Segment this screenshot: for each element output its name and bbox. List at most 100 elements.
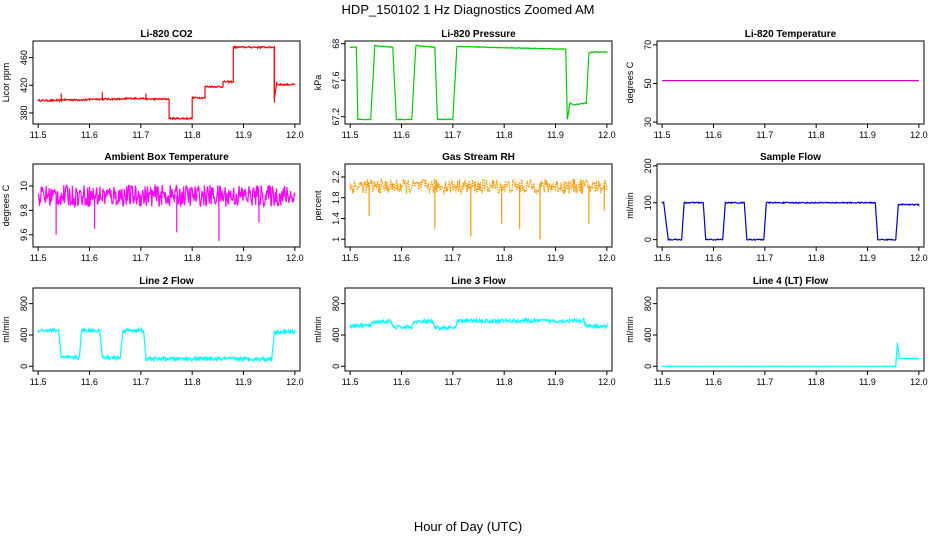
y-tick-label: 400 <box>643 327 653 342</box>
y-tick-label: 67.6 <box>331 71 341 89</box>
y-tick-label: 400 <box>19 327 29 342</box>
panel-title: Line 2 Flow <box>139 276 194 287</box>
y-tick-label: 100 <box>643 195 653 210</box>
x-tick-label: 11.7 <box>132 253 149 263</box>
y-tick-label: 380 <box>19 105 29 120</box>
plot-frame <box>32 40 301 125</box>
x-tick-label: 11.8 <box>496 377 513 387</box>
y-tick-label: 0 <box>643 364 653 369</box>
panel-3: Li-820 Temperature 11.5 11.6 11.7 11.8 11.9 12… <box>625 29 928 140</box>
series-line-1 <box>661 200 920 242</box>
y-axis-label: ml/min <box>1 316 11 343</box>
panel-title: Line 4 (LT) Flow <box>753 276 829 287</box>
x-tick-label: 11.8 <box>496 130 513 140</box>
panel-1: Li-820 CO2 11.5 11.6 11.7 11.8 11.9 12.0 380 420… <box>1 29 304 140</box>
y-axis-label: ml/min <box>625 316 635 343</box>
x-axis-label: Hour of Day (UTC) <box>414 519 522 534</box>
x-tick-label: 11.5 <box>30 377 47 387</box>
x-tick-label: 12.0 <box>910 377 928 387</box>
y-tick-label: 9.8 <box>19 204 29 217</box>
y-tick-label: 1.8 <box>331 191 341 204</box>
x-tick-label: 11.8 <box>184 253 201 263</box>
x-tick-label: 11.8 <box>496 253 513 263</box>
x-tick-label: 11.6 <box>393 130 410 140</box>
x-tick-label: 11.9 <box>859 253 876 263</box>
y-tick-label: 800 <box>643 296 653 311</box>
x-tick-label: 11.5 <box>654 253 671 263</box>
panel-title: Ambient Box Temperature <box>104 152 229 163</box>
series-line-1 <box>37 184 296 209</box>
y-tick-label: 9.6 <box>19 229 29 242</box>
x-tick-label: 12.0 <box>286 130 304 140</box>
x-tick-label: 11.9 <box>859 377 876 387</box>
series-line-1 <box>349 316 608 332</box>
panel-9: Line 4 (LT) Flow 11.5 11.6 11.7 11.8 11.9 12.0… <box>625 276 928 387</box>
y-axis-label: degrees C <box>1 184 11 226</box>
figure-title: HDP_150102 1 Hz Diagnostics Zoomed AM <box>342 2 595 17</box>
panel-title: Li-820 Temperature <box>745 29 837 40</box>
y-tick-label: 50 <box>643 78 653 88</box>
y-axis-label: Licor ppm <box>1 63 11 103</box>
x-tick-label: 11.6 <box>705 130 722 140</box>
x-tick-label: 11.6 <box>393 377 410 387</box>
x-tick-label: 11.5 <box>654 377 671 387</box>
x-tick-label: 12.0 <box>598 253 616 263</box>
x-tick-label: 12.0 <box>910 253 928 263</box>
y-tick-label: 67.2 <box>331 108 341 126</box>
panel-title: Li-820 Pressure <box>441 29 516 40</box>
panel-title: Gas Stream RH <box>442 152 515 163</box>
y-tick-label: 420 <box>19 78 29 93</box>
x-tick-label: 11.7 <box>756 130 773 140</box>
y-tick-label: 1.4 <box>331 212 341 225</box>
x-tick-label: 12.0 <box>910 130 928 140</box>
plot-frame <box>656 287 925 372</box>
x-tick-label: 11.5 <box>342 130 359 140</box>
plot-frame <box>32 163 301 248</box>
y-axis-label: degrees C <box>625 61 635 103</box>
y-axis-label: percent <box>313 190 323 221</box>
x-tick-label: 12.0 <box>598 377 616 387</box>
x-tick-label: 11.6 <box>393 253 410 263</box>
y-tick-label: 460 <box>19 50 29 65</box>
series-line-1 <box>349 178 608 196</box>
panel-4: Ambient Box Temperature 11.5 11.6 11.7 11.8 1… <box>1 152 304 263</box>
plot-frame <box>344 163 613 248</box>
panel-2: Li-820 Pressure 11.5 11.6 11.7 11.8 11.9 12.0 6… <box>313 29 616 140</box>
y-tick-label: 800 <box>331 296 341 311</box>
y-tick-label: 0 <box>19 364 29 369</box>
x-tick-label: 11.7 <box>756 377 773 387</box>
x-tick-label: 11.9 <box>547 377 564 387</box>
y-tick-label: 68 <box>331 39 341 49</box>
y-tick-label: 2.2 <box>331 171 341 184</box>
x-tick-label: 11.8 <box>808 130 825 140</box>
x-tick-label: 11.6 <box>81 130 98 140</box>
plot-frame <box>656 163 925 248</box>
y-tick-label: 1 <box>331 237 341 242</box>
panel-6: Sample Flow 11.5 11.6 11.7 11.8 11.9 12.0 0 100 2… <box>625 152 928 263</box>
x-tick-label: 11.7 <box>132 377 149 387</box>
x-tick-label: 11.5 <box>30 253 47 263</box>
y-tick-label: 10 <box>19 181 29 191</box>
x-tick-label: 12.0 <box>286 253 304 263</box>
plot-frame <box>656 40 925 125</box>
y-tick-label: 200 <box>643 158 653 173</box>
y-axis-label: ml/min <box>625 192 635 219</box>
series-line-1 <box>661 342 920 368</box>
x-tick-label: 11.8 <box>808 253 825 263</box>
plot-frame <box>344 287 613 372</box>
x-tick-label: 11.7 <box>132 130 149 140</box>
x-tick-label: 11.7 <box>444 130 461 140</box>
x-tick-label: 11.9 <box>547 130 564 140</box>
plot-frame <box>32 287 301 372</box>
x-tick-label: 12.0 <box>598 130 616 140</box>
y-tick-label: 0 <box>643 237 653 242</box>
x-tick-label: 11.5 <box>30 130 47 140</box>
x-tick-label: 11.8 <box>184 130 201 140</box>
x-tick-label: 11.6 <box>81 377 98 387</box>
x-tick-label: 11.8 <box>184 377 201 387</box>
x-tick-label: 11.8 <box>808 377 825 387</box>
panel-8: Line 3 Flow 11.5 11.6 11.7 11.8 11.9 12.0 0 400 8… <box>313 276 616 387</box>
x-tick-label: 11.9 <box>235 130 252 140</box>
